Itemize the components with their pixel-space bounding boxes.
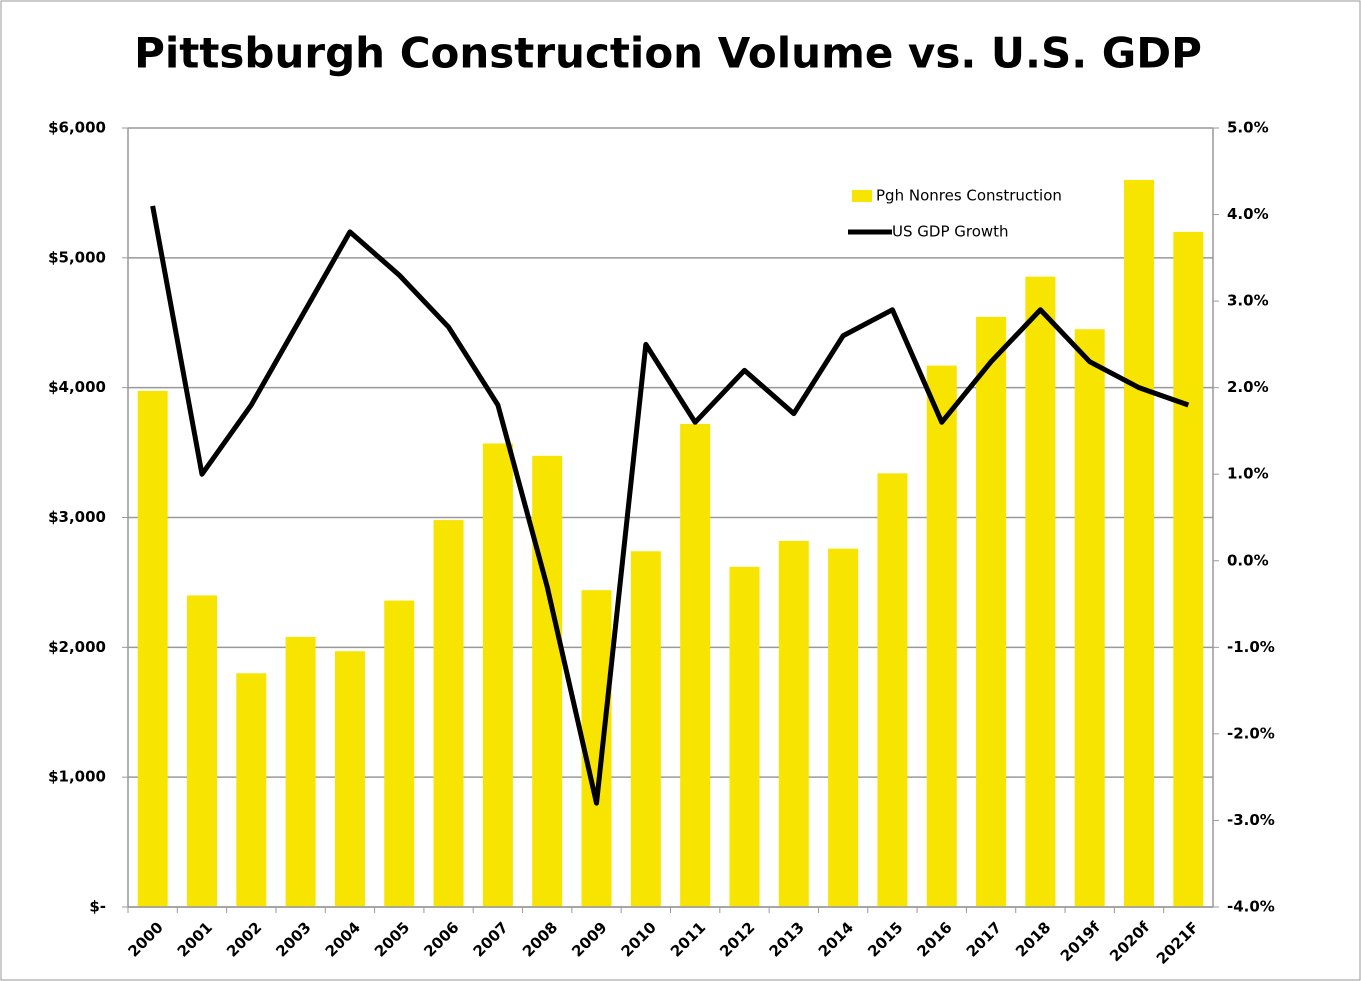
y2-tick-label: -1.0%	[1227, 638, 1275, 656]
bar	[729, 566, 760, 907]
y-tick-label: $2,000	[48, 638, 106, 656]
y2-tick-label: 0.0%	[1227, 551, 1269, 569]
bar	[1124, 179, 1155, 907]
y2-tick-label: 1.0%	[1227, 465, 1269, 483]
y-tick-label: $6,000	[48, 119, 106, 137]
bar	[285, 636, 316, 907]
y2-tick-label: -4.0%	[1227, 898, 1275, 916]
bar	[1173, 231, 1204, 907]
y2-tick-label: -3.0%	[1227, 811, 1275, 829]
y2-tick-label: 2.0%	[1227, 378, 1269, 396]
legend-label: US GDP Growth	[892, 223, 1009, 241]
bar	[532, 455, 563, 907]
bar	[334, 651, 365, 907]
y2-tick-label: 3.0%	[1227, 292, 1269, 310]
bar	[236, 673, 267, 907]
bar	[1074, 329, 1105, 907]
chart-title: Pittsburgh Construction Volume vs. U.S. …	[134, 29, 1202, 78]
y2-tick-label: 5.0%	[1227, 119, 1269, 137]
bar	[384, 600, 415, 907]
legend-swatch	[852, 190, 872, 202]
bar	[926, 365, 957, 908]
y-tick-label: $1,000	[48, 768, 106, 786]
legend-label: Pgh Nonres Construction	[876, 187, 1062, 205]
bar	[482, 443, 513, 907]
y-tick-label: $4,000	[48, 378, 106, 396]
bar	[137, 390, 168, 908]
y2-tick-label: -2.0%	[1227, 724, 1275, 742]
y-tick-label: $5,000	[48, 248, 106, 266]
bar	[976, 316, 1007, 908]
bar	[680, 424, 711, 907]
bar	[778, 540, 809, 907]
line	[150, 205, 1190, 806]
bar	[828, 548, 859, 907]
y2-tick-label: 4.0%	[1227, 205, 1269, 223]
bar	[186, 595, 217, 907]
bar	[877, 473, 908, 907]
y-tick-label: $-	[89, 898, 106, 916]
y-tick-label: $3,000	[48, 508, 106, 526]
bar	[433, 520, 464, 907]
bar	[1025, 276, 1056, 907]
bar	[630, 551, 661, 907]
